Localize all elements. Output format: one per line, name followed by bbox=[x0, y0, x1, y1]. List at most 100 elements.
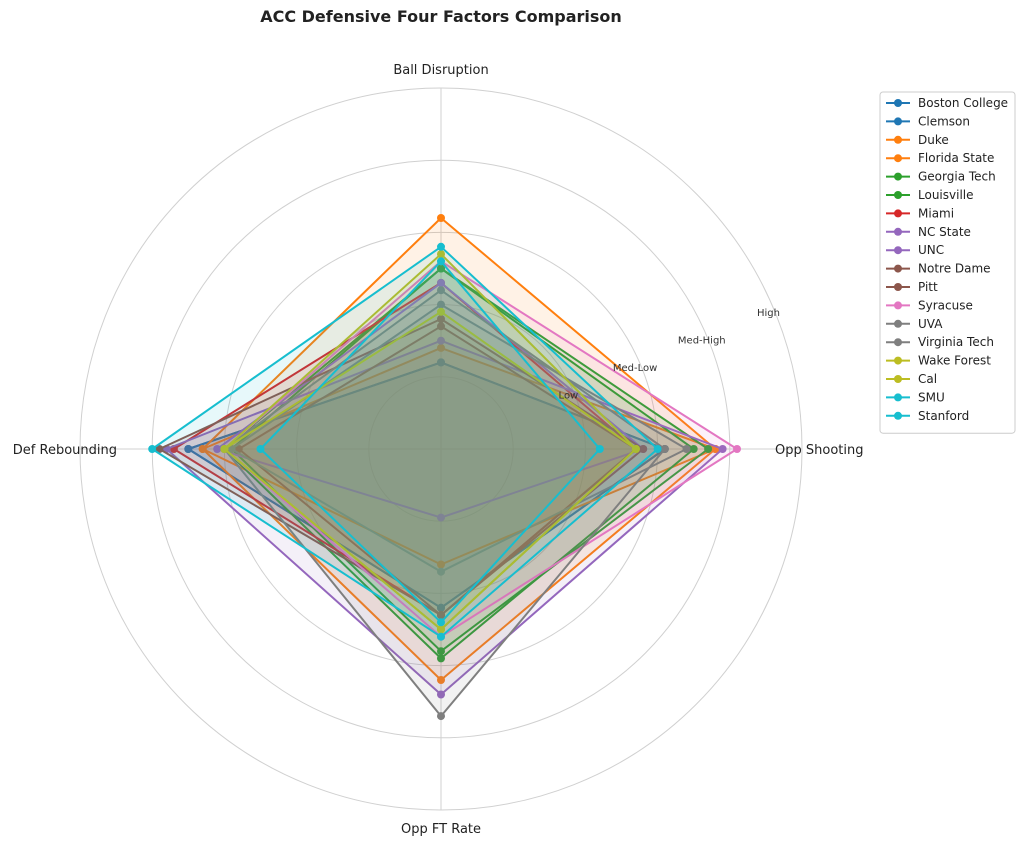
legend-swatch-marker bbox=[894, 264, 902, 273]
series-fill bbox=[188, 362, 665, 608]
data-point bbox=[437, 250, 445, 259]
data-point bbox=[155, 445, 164, 453]
ring-label: Low bbox=[559, 391, 579, 402]
legend-label: Duke bbox=[918, 133, 949, 147]
legend-item: Cal bbox=[886, 372, 937, 386]
chart-title: ACC Defensive Four Factors Comparison bbox=[260, 7, 622, 26]
legend-label: Syracuse bbox=[918, 298, 973, 312]
data-point bbox=[437, 242, 445, 251]
legend-label: Florida State bbox=[918, 151, 994, 165]
data-point bbox=[682, 445, 691, 453]
data-point bbox=[198, 445, 207, 453]
data-point bbox=[437, 603, 445, 612]
legend-label: Clemson bbox=[918, 114, 970, 128]
data-point bbox=[437, 278, 445, 287]
legend-label: Louisville bbox=[918, 188, 974, 202]
data-point bbox=[437, 336, 445, 345]
data-point bbox=[227, 445, 236, 453]
legend-label: Wake Forest bbox=[918, 354, 991, 368]
series-fill bbox=[159, 319, 644, 616]
legend-swatch-marker bbox=[894, 411, 902, 420]
legend-label: UVA bbox=[918, 317, 943, 331]
legend-swatch-marker bbox=[894, 393, 902, 402]
data-point bbox=[437, 676, 445, 684]
data-point bbox=[639, 445, 648, 453]
ring-label: Med-High bbox=[678, 336, 726, 347]
axis-label: Def Rebounding bbox=[13, 443, 117, 458]
legend-item: Louisville bbox=[886, 188, 974, 202]
legend-label: Stanford bbox=[918, 409, 969, 423]
legend-label: Pitt bbox=[918, 280, 938, 294]
data-point bbox=[437, 560, 445, 569]
legend-label: Cal bbox=[918, 372, 937, 386]
legend-item: Duke bbox=[886, 133, 949, 147]
series-fill bbox=[224, 254, 636, 630]
data-point bbox=[184, 445, 193, 453]
series-fill bbox=[188, 362, 665, 608]
legend-item: Stanford bbox=[886, 409, 969, 423]
legend-swatch-marker bbox=[894, 246, 902, 255]
series-cal bbox=[220, 250, 640, 634]
data-point bbox=[437, 712, 445, 721]
data-point bbox=[213, 445, 222, 453]
legend-item: Pitt bbox=[886, 280, 938, 294]
axis-label: Opp Shooting bbox=[775, 443, 863, 458]
data-point bbox=[704, 445, 713, 453]
legend-item: SMU bbox=[886, 390, 945, 404]
data-point bbox=[437, 618, 445, 627]
data-point bbox=[437, 315, 445, 323]
series-fill bbox=[224, 311, 636, 630]
legend-item: Notre Dame bbox=[886, 262, 991, 276]
series-fill bbox=[152, 246, 658, 637]
legend-item: UVA bbox=[886, 317, 943, 331]
data-point bbox=[437, 632, 445, 641]
legend-swatch-marker bbox=[894, 117, 902, 126]
series-layer bbox=[148, 214, 741, 721]
series-fill bbox=[238, 326, 636, 616]
series-fill bbox=[260, 261, 600, 623]
data-point bbox=[220, 445, 229, 453]
legend-swatch-marker bbox=[894, 99, 902, 107]
legend-swatch-marker bbox=[894, 191, 902, 199]
legend-swatch-marker bbox=[894, 227, 902, 236]
legend-item: Clemson bbox=[886, 114, 970, 128]
legend-swatch-marker bbox=[894, 338, 902, 347]
data-point bbox=[437, 300, 445, 309]
legend-label: Boston College bbox=[918, 96, 1008, 110]
axis-labels: Ball Disruption Opp Shooting Opp FT Rate De… bbox=[13, 63, 864, 837]
ring-label: Med-Low bbox=[613, 363, 657, 374]
data-point bbox=[437, 214, 445, 222]
data-point bbox=[437, 513, 445, 522]
axis-label: Ball Disruption bbox=[393, 63, 488, 78]
legend-item: Georgia Tech bbox=[886, 170, 996, 184]
legend-label: Miami bbox=[918, 206, 954, 220]
legend-item: Boston College bbox=[886, 96, 1008, 110]
legend-box bbox=[879, 91, 1016, 434]
legend-swatch-marker bbox=[894, 301, 902, 310]
data-point bbox=[256, 445, 265, 453]
data-point bbox=[689, 445, 698, 453]
data-point bbox=[660, 445, 669, 453]
data-point bbox=[437, 690, 445, 699]
data-point bbox=[437, 257, 445, 266]
legend-swatch-marker bbox=[894, 375, 902, 383]
legend-label: Georgia Tech bbox=[918, 170, 996, 184]
legend-swatch-marker bbox=[894, 135, 902, 144]
data-point bbox=[437, 358, 445, 367]
data-point bbox=[733, 445, 741, 453]
legend-label: NC State bbox=[918, 225, 971, 239]
legend-swatch-marker bbox=[894, 319, 902, 328]
legend-swatch-marker bbox=[894, 172, 902, 181]
legend-item: Virginia Tech bbox=[886, 335, 994, 349]
data-point bbox=[653, 445, 662, 453]
data-point bbox=[718, 445, 727, 453]
data-point bbox=[595, 445, 604, 453]
legend-label: Virginia Tech bbox=[918, 335, 994, 349]
ring-labels: Low Med-Low Med-High High bbox=[559, 308, 780, 402]
data-point bbox=[437, 264, 445, 273]
legend-item: Florida State bbox=[886, 151, 994, 165]
data-point bbox=[631, 445, 640, 453]
series-fill bbox=[217, 282, 644, 518]
series-unc bbox=[213, 278, 648, 522]
legend-item: NC State bbox=[886, 225, 971, 239]
